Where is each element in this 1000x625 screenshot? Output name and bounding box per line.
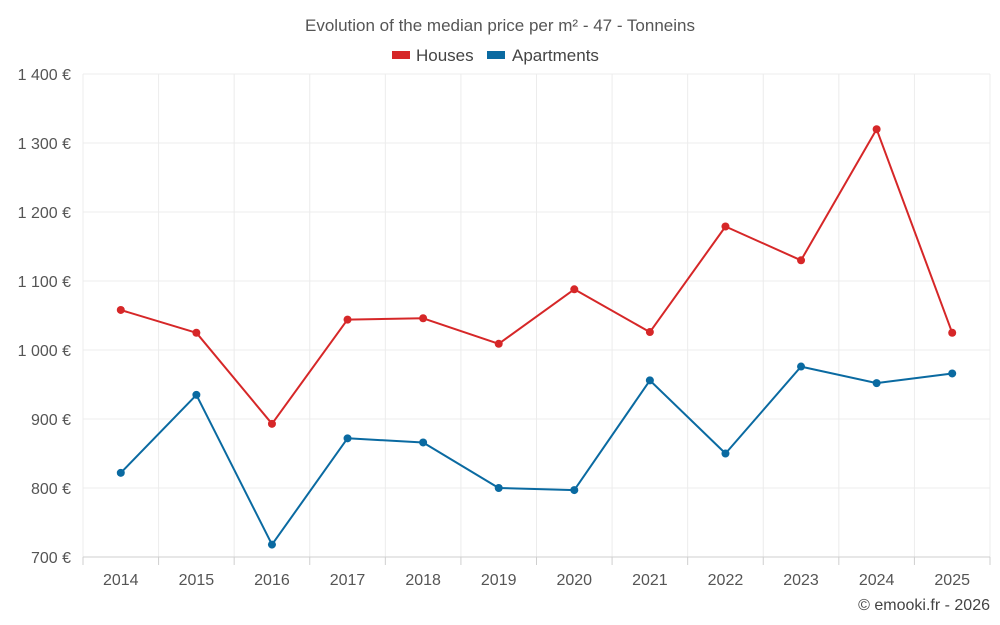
- chart-title: Evolution of the median price per m² - 4…: [305, 16, 695, 35]
- y-tick-label: 1 200 €: [18, 205, 71, 222]
- data-point-apartments-2022[interactable]: [721, 449, 730, 458]
- data-point-apartments-2020[interactable]: [570, 486, 579, 495]
- y-tick-label: 1 100 €: [18, 274, 71, 291]
- x-tick-label: 2018: [405, 572, 441, 589]
- legend-label-apartments[interactable]: Apartments: [512, 46, 599, 65]
- data-point-apartments-2021[interactable]: [645, 376, 654, 385]
- series-line-houses: [120, 128, 954, 425]
- data-point-apartments-2014[interactable]: [116, 468, 125, 477]
- data-point-houses-2023[interactable]: [797, 256, 806, 265]
- x-tick-label: 2017: [330, 572, 366, 589]
- legend-swatch-apartments: [487, 51, 505, 59]
- data-point-apartments-2025[interactable]: [948, 369, 957, 378]
- y-tick-label: 700 €: [31, 550, 71, 567]
- data-point-houses-2018[interactable]: [419, 314, 428, 323]
- x-tick-label: 2024: [859, 572, 895, 589]
- data-point-houses-2025[interactable]: [948, 328, 957, 337]
- data-point-apartments-2016[interactable]: [267, 540, 276, 549]
- x-tick-label: 2016: [254, 572, 290, 589]
- y-tick-label: 1 000 €: [18, 343, 71, 360]
- data-point-houses-2014[interactable]: [116, 305, 125, 314]
- data-point-houses-2024[interactable]: [872, 125, 881, 134]
- legend: Houses Apartments: [392, 46, 599, 65]
- x-tick-label: 2025: [934, 572, 970, 589]
- axes: 700 € 800 € 900 € 1 000 € 1 100 € 1 200 € 1 30…: [18, 67, 991, 589]
- x-tick-label: 2023: [783, 572, 819, 589]
- y-tick-label: 800 €: [31, 481, 71, 498]
- data-point-houses-2016[interactable]: [267, 419, 276, 428]
- data-point-houses-2022[interactable]: [721, 222, 730, 231]
- y-tick-label: 1 300 €: [18, 136, 71, 153]
- data-point-houses-2020[interactable]: [570, 285, 579, 294]
- legend-label-houses[interactable]: Houses: [416, 46, 474, 65]
- x-tick-label: 2022: [708, 572, 744, 589]
- credit-text: © emooki.fr - 2026: [858, 597, 990, 614]
- x-tick-label: 2014: [103, 572, 139, 589]
- data-point-apartments-2015[interactable]: [192, 390, 201, 399]
- data-point-houses-2015[interactable]: [192, 328, 201, 337]
- data-point-apartments-2019[interactable]: [494, 484, 503, 492]
- series-line-apartments: [120, 365, 953, 546]
- x-tick-label: 2015: [179, 572, 215, 589]
- data-point-houses-2017[interactable]: [343, 315, 352, 324]
- y-tick-label: 1 400 €: [18, 67, 71, 84]
- series-layer: [116, 125, 957, 549]
- y-tick-label: 900 €: [31, 412, 71, 429]
- data-point-apartments-2017[interactable]: [343, 434, 352, 443]
- data-point-apartments-2024[interactable]: [872, 379, 881, 388]
- x-tick-label: 2019: [481, 572, 517, 589]
- data-point-apartments-2023[interactable]: [797, 362, 806, 371]
- x-tick-label: 2020: [556, 572, 592, 589]
- x-tick-label: 2021: [632, 572, 668, 589]
- legend-swatch-houses: [392, 51, 410, 59]
- data-point-houses-2021[interactable]: [645, 328, 654, 337]
- data-point-houses-2019[interactable]: [494, 339, 503, 348]
- data-point-apartments-2018[interactable]: [419, 438, 428, 447]
